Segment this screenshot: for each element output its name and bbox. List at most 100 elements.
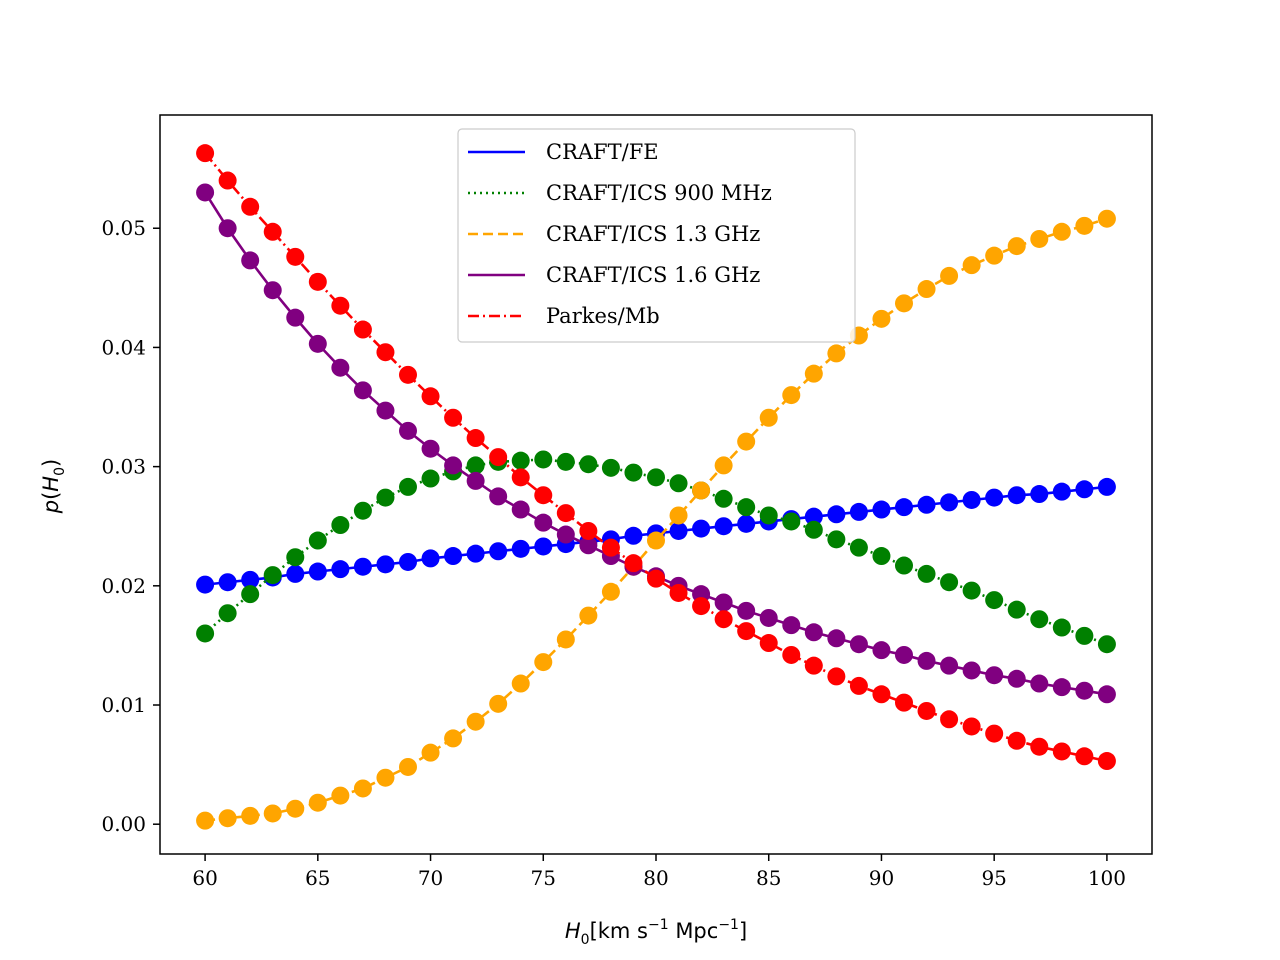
data-point: [647, 531, 665, 550]
data-point: [353, 381, 372, 400]
data-point: [940, 710, 959, 729]
data-point: [1097, 635, 1116, 654]
data-point: [985, 591, 1004, 610]
data-point: [962, 717, 981, 736]
data-point: [466, 429, 485, 448]
data-point: [737, 601, 756, 620]
data-point: [353, 557, 372, 576]
data-point: [1052, 742, 1071, 761]
x-tick-label: 60: [192, 866, 217, 890]
data-point: [241, 251, 260, 270]
legend-item: CRAFT/ICS 1.3 GHz: [468, 222, 760, 246]
data-point: [872, 547, 891, 566]
data-point: [466, 456, 485, 475]
data-point: [489, 448, 508, 467]
y-tick-label: 0.04: [101, 335, 146, 359]
data-point: [421, 387, 440, 406]
legend: CRAFT/FE CRAFT/ICS 900 MHz CRAFT/ICS 1.3 G…: [457, 128, 856, 343]
data-point: [466, 471, 485, 490]
data-point: [534, 537, 553, 556]
legend-item: CRAFT/ICS 1.6 GHz: [468, 263, 760, 287]
series-parkes-mb: [196, 144, 1116, 771]
data-point: [1030, 229, 1049, 248]
data-point: [714, 593, 733, 612]
data-point: [218, 573, 237, 592]
data-point: [286, 548, 305, 567]
data-point: [1052, 222, 1071, 241]
data-point: [895, 693, 913, 712]
data-point: [579, 606, 598, 625]
legend-item: CRAFT/FE: [468, 140, 659, 164]
x-tick-label: 95: [981, 866, 1006, 890]
data-point: [804, 364, 823, 383]
data-point: [511, 539, 530, 558]
data-point: [579, 521, 598, 540]
data-point: [669, 583, 688, 602]
data-point: [737, 514, 756, 533]
data-point: [601, 458, 620, 477]
data-point: [241, 197, 260, 216]
y-tick-label: 0.02: [101, 574, 146, 598]
data-point: [331, 786, 350, 805]
data-point: [218, 809, 237, 828]
series-craft-ics-1-3-ghz: [196, 209, 1116, 830]
data-point: [601, 538, 620, 557]
data-point: [940, 493, 959, 512]
legend-box: [457, 128, 856, 343]
data-point: [601, 582, 620, 601]
data-point: [872, 641, 891, 660]
data-point: [196, 183, 215, 202]
data-point: [331, 560, 350, 579]
data-point: [444, 547, 463, 566]
data-point: [782, 616, 801, 635]
data-point: [737, 498, 756, 517]
data-point: [466, 712, 485, 731]
data-point: [421, 549, 440, 568]
data-point: [940, 656, 959, 675]
data-point: [376, 555, 395, 574]
x-tick-label: 70: [418, 866, 443, 890]
data-point: [1030, 485, 1049, 504]
data-point: [399, 552, 417, 571]
data-point: [917, 701, 936, 720]
data-point: [241, 806, 260, 825]
data-point: [353, 501, 372, 520]
data-point: [962, 256, 981, 275]
data-point: [624, 554, 643, 573]
data-point: [827, 344, 846, 363]
data-point: [759, 408, 778, 427]
data-point: [1007, 600, 1026, 619]
data-point: [1075, 626, 1094, 645]
data-point: [511, 674, 530, 693]
data-point: [827, 505, 846, 524]
data-point: [692, 597, 711, 616]
data-point: [759, 506, 778, 525]
data-point: [376, 768, 395, 787]
data-point: [1075, 747, 1094, 766]
data-point: [421, 743, 440, 762]
data-point: [1097, 209, 1116, 228]
data-point: [1097, 477, 1116, 496]
data-point: [308, 793, 327, 812]
data-point: [669, 474, 688, 493]
data-point: [286, 308, 305, 327]
data-point: [714, 456, 733, 475]
data-point: [985, 666, 1004, 685]
data-point: [1007, 669, 1026, 688]
data-point: [849, 676, 868, 695]
y-tick-label: 0.00: [101, 812, 146, 836]
data-point: [895, 498, 913, 517]
data-point: [308, 334, 327, 353]
legend-item: Parkes/Mb: [468, 304, 660, 328]
data-point: [376, 401, 395, 420]
data-point: [782, 512, 801, 531]
data-point: [376, 343, 395, 362]
data-point: [737, 622, 756, 641]
data-point: [534, 513, 553, 532]
data-point: [895, 645, 913, 664]
data-point: [872, 309, 891, 328]
data-point: [1007, 486, 1026, 505]
data-point: [241, 585, 260, 604]
data-point: [714, 517, 733, 536]
